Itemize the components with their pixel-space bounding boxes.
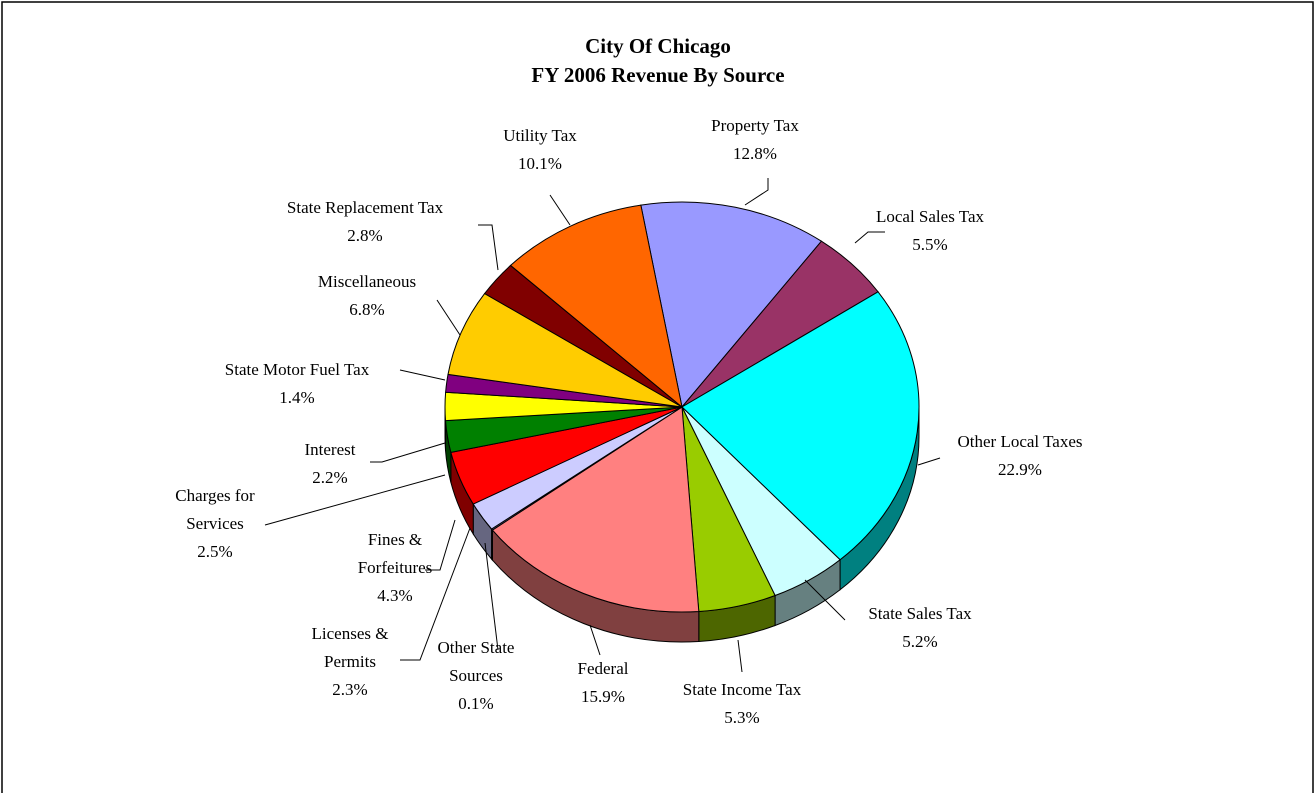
slice xyxy=(509,204,683,409)
slice-label: Federal 15.9% xyxy=(473,655,733,711)
leader-line xyxy=(744,178,769,206)
category-label: Miscellaneous xyxy=(317,272,417,291)
category-label: State Income Tax xyxy=(682,680,802,699)
slice xyxy=(491,406,700,613)
slice-label: Utility Tax 10.1% xyxy=(410,122,670,178)
slice-label: Miscellaneous 6.8% xyxy=(237,268,497,324)
slice xyxy=(681,291,920,561)
category-label: State Replacement Tax xyxy=(286,198,444,217)
category-label: Other Local Taxes xyxy=(957,432,1083,451)
leader-line xyxy=(804,579,846,621)
leader-line xyxy=(589,624,601,656)
leader-line xyxy=(917,457,941,466)
slice-label: Other State Sources 0.1% xyxy=(421,634,531,718)
value-label: 2.8% xyxy=(347,226,383,245)
chart-title: City Of Chicago xyxy=(585,34,731,58)
value-label: 5.2% xyxy=(902,632,938,651)
value-label: 1.4% xyxy=(279,388,315,407)
value-label: 2.2% xyxy=(312,468,348,487)
slice-label: State Motor Fuel Tax 1.4% xyxy=(167,356,427,412)
category-label: State Motor Fuel Tax xyxy=(224,360,370,379)
value-label: 2.3% xyxy=(332,680,368,699)
leader-line xyxy=(478,224,499,271)
slice-label: Property Tax 12.8% xyxy=(625,112,885,168)
slice-label: Local Sales Tax 5.5% xyxy=(800,203,1060,259)
leader-line xyxy=(425,519,456,571)
leader-line xyxy=(399,369,446,381)
value-label: 5.5% xyxy=(912,235,948,254)
leader-line xyxy=(436,299,461,336)
slice-label: Other Local Taxes 22.9% xyxy=(890,428,1150,484)
value-label: 0.1% xyxy=(458,694,494,713)
leader-line xyxy=(264,474,446,526)
leader-line xyxy=(400,527,471,661)
value-label: 10.1% xyxy=(518,154,562,173)
category-label: Other State Sources xyxy=(437,638,515,685)
slice-label: State Income Tax 5.3% xyxy=(612,676,872,732)
category-label: Charges for Services xyxy=(175,486,255,533)
slice-label: Interest 2.2% xyxy=(200,436,460,492)
slice xyxy=(640,201,823,409)
value-label: 6.8% xyxy=(349,300,385,319)
slice-label: Licenses & Permits 2.3% xyxy=(300,620,400,704)
category-label: Local Sales Tax xyxy=(875,207,985,226)
leader-line xyxy=(370,442,446,463)
slice-label: Fines & Forfeitures 4.3% xyxy=(345,526,445,610)
chart-subtitle: FY 2006 Revenue By Source xyxy=(531,63,785,87)
value-label: 22.9% xyxy=(998,460,1042,479)
value-label: 15.9% xyxy=(581,687,625,706)
category-label: Utility Tax xyxy=(503,126,577,145)
leader-line xyxy=(737,639,743,673)
category-label: State Sales Tax xyxy=(868,604,972,623)
slice-label: Charges for Services 2.5% xyxy=(160,482,270,566)
leader-line xyxy=(854,231,885,244)
category-label: Federal xyxy=(577,659,629,678)
category-label: Property Tax xyxy=(711,116,799,135)
value-label: 5.3% xyxy=(724,708,760,727)
value-label: 2.5% xyxy=(197,542,233,561)
leader-line xyxy=(549,194,571,226)
value-label: 12.8% xyxy=(733,144,777,163)
value-label: 4.3% xyxy=(377,586,413,605)
category-label: Fines & Forfeitures xyxy=(357,530,433,577)
leader-line xyxy=(484,542,499,651)
slice-label: State Sales Tax 5.2% xyxy=(790,600,1050,656)
slice-label: State Replacement Tax 2.8% xyxy=(235,194,495,250)
category-label: Licenses & Permits xyxy=(311,624,389,671)
category-label: Interest xyxy=(304,440,356,459)
